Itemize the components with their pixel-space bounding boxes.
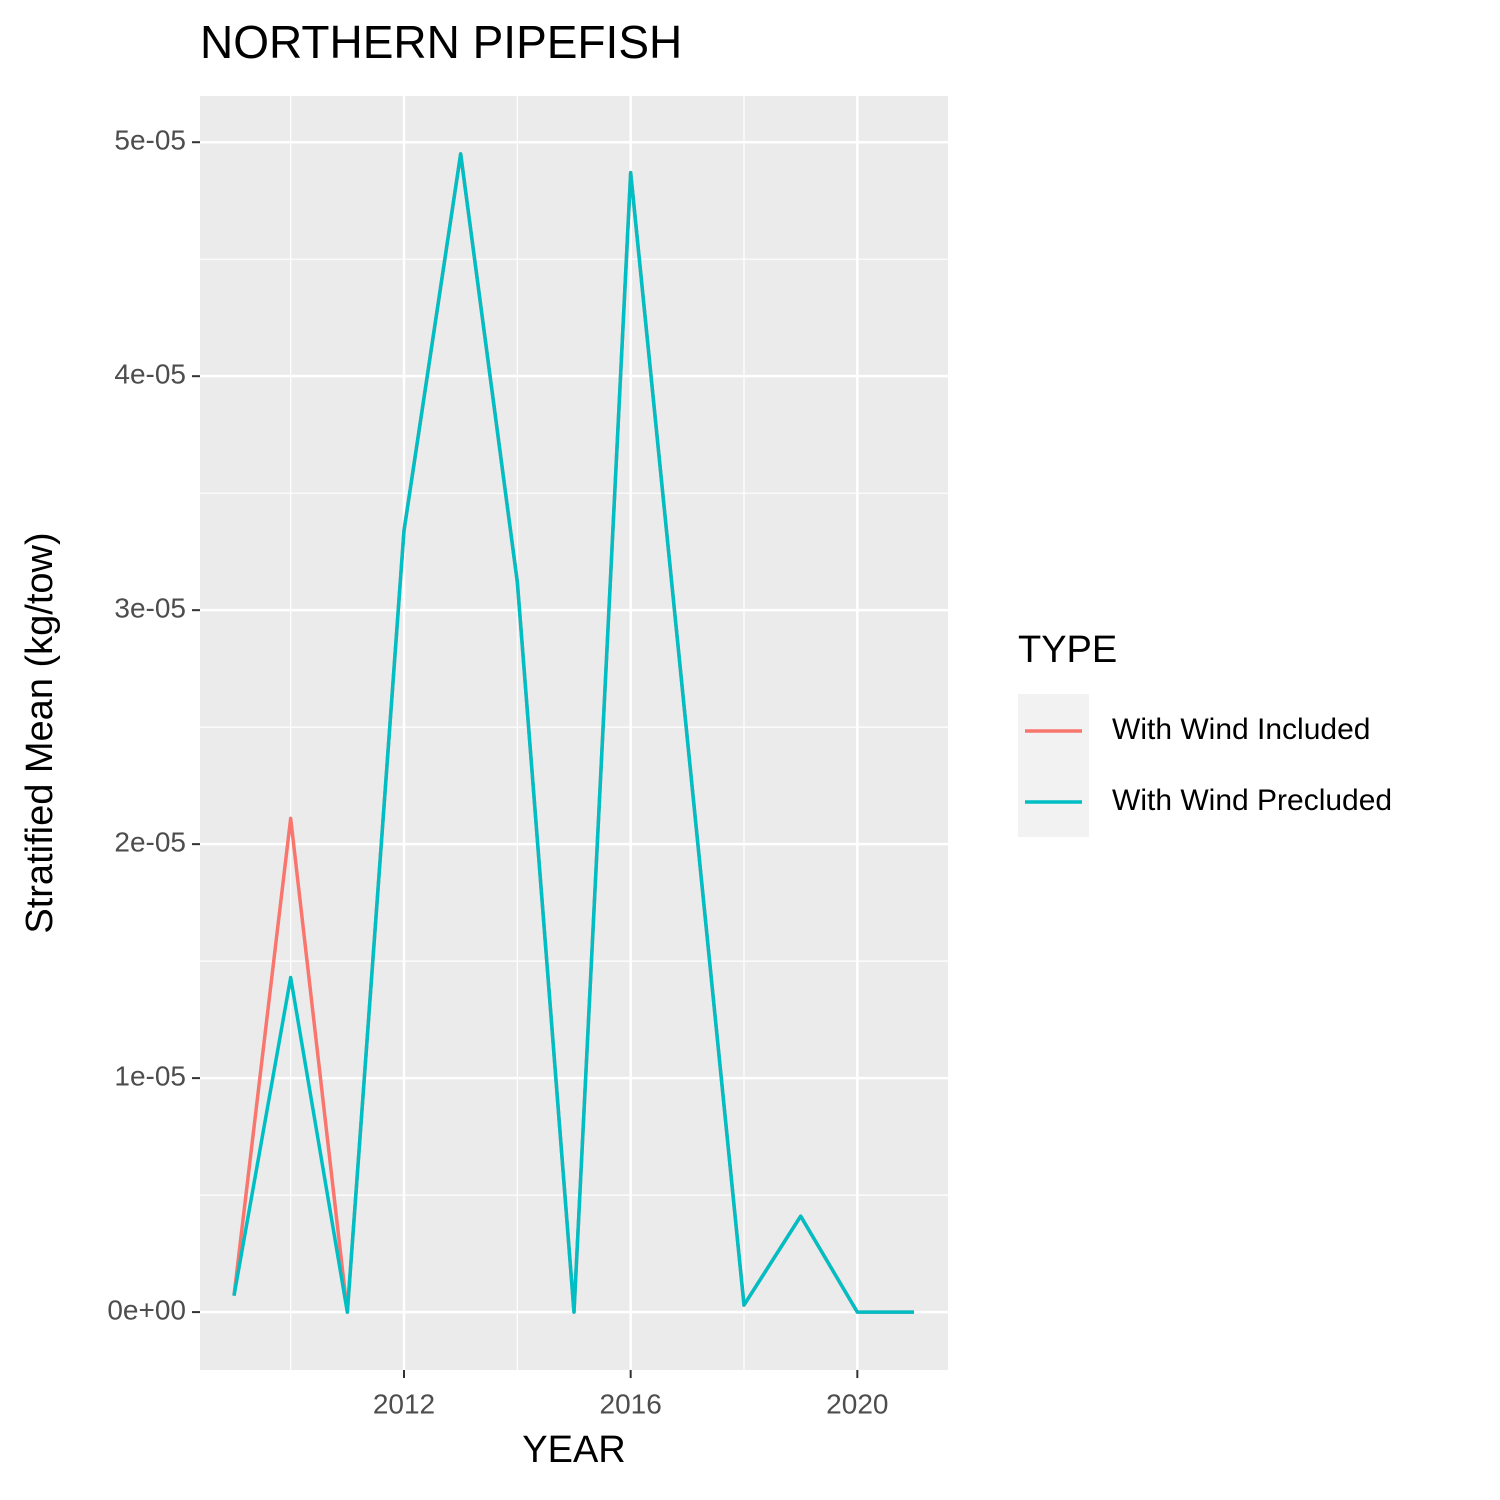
legend-label: With Wind Precluded [1112,784,1392,817]
chart-title: NORTHERN PIPEFISH [200,16,682,68]
legend-key-bg [1018,694,1089,837]
y-tick-label: 4e-05 [114,359,186,390]
x-tick-label: 2012 [373,1388,435,1419]
y-tick-label: 1e-05 [114,1061,186,1092]
x-tick-label: 2020 [826,1388,888,1419]
data-line [232,152,914,1314]
y-tick-label: 5e-05 [114,125,186,156]
legend-label: With Wind Included [1112,713,1370,746]
y-tick-label: 2e-05 [114,827,186,858]
x-tick-label: 2016 [600,1388,662,1419]
legend-title: TYPE [1018,629,1117,671]
y-tick-label: 0e+00 [107,1294,186,1325]
x-axis-label: YEAR [522,1429,625,1471]
y-axis-label: Stratified Mean (kg/tow) [19,532,61,933]
plot-panel [200,96,948,1370]
y-tick-label: 3e-05 [114,593,186,624]
